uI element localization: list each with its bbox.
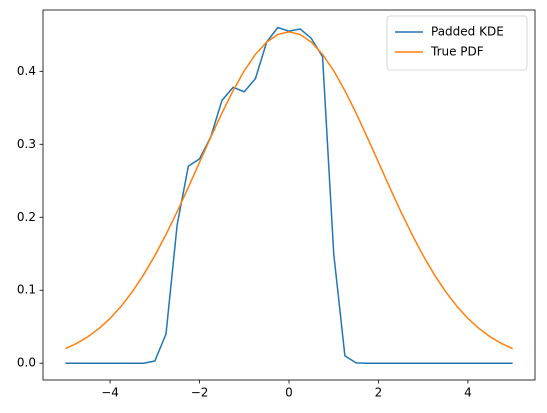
x-tick-label: −4	[101, 386, 119, 400]
y-tick-label: 0.0	[17, 356, 36, 370]
y-tick-label: 0.4	[17, 64, 36, 78]
y-tick-label: 0.3	[17, 137, 36, 151]
line	[65, 26, 513, 364]
legend-label: Padded KDE	[431, 25, 504, 39]
y-tick-label: 0.2	[17, 210, 36, 224]
legend-box	[386, 15, 528, 71]
plot-frame	[42, 9, 536, 381]
line	[65, 31, 513, 350]
x-tick-label: −2	[191, 386, 209, 400]
x-tick-label: 4	[464, 386, 472, 400]
y-tick-label: 0.1	[17, 283, 36, 297]
legend-label: True PDF	[430, 45, 484, 59]
x-tick-label: 0	[285, 386, 293, 400]
x-tick-label: 2	[375, 386, 383, 400]
